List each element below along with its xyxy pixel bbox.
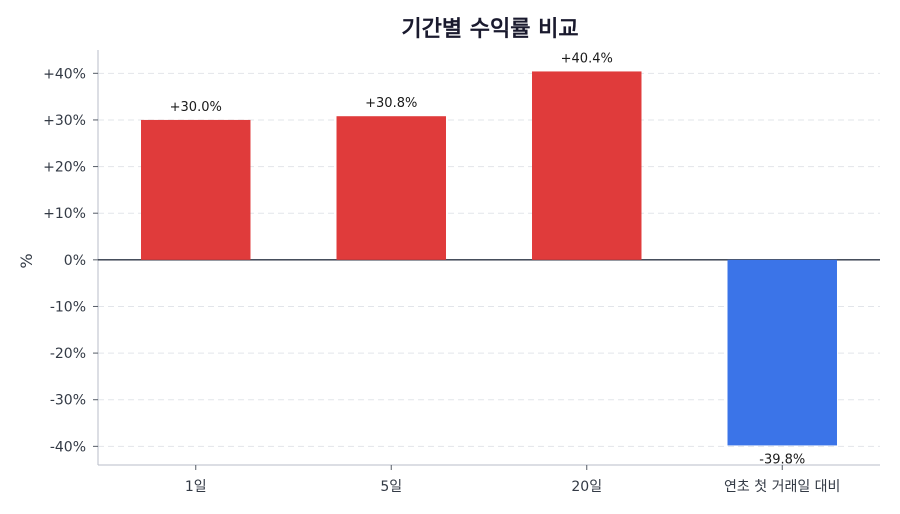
- y-tick-label: -20%: [50, 346, 86, 362]
- y-tick-label: +40%: [43, 66, 86, 82]
- tick-labels: +40% +30% +20% +10% 0% -10% -20% -30% -40% 1일 5일 20…: [43, 66, 840, 495]
- data-label: +40.4%: [561, 51, 613, 66]
- y-tick-label: -10%: [50, 299, 86, 315]
- x-tick-label: 5일: [380, 479, 402, 495]
- y-tick-label: 0%: [64, 253, 86, 269]
- y-tick-label: -30%: [50, 393, 86, 409]
- x-tick-label: 연초 첫 거래일 대비: [724, 479, 840, 495]
- bar: [141, 119, 251, 260]
- x-tick-label: 20일: [571, 479, 602, 495]
- data-label: +30.8%: [365, 96, 417, 111]
- y-tick-label: -40%: [50, 439, 86, 455]
- y-tick-label: +20%: [43, 160, 86, 176]
- data-label: +30.0%: [170, 100, 222, 115]
- bar: [532, 71, 642, 260]
- y-tick-label: +30%: [43, 113, 86, 129]
- data-label: -39.8%: [759, 452, 805, 467]
- y-axis-label: %: [17, 253, 36, 268]
- y-tick-label: +10%: [43, 206, 86, 222]
- bars: [141, 71, 837, 446]
- bar: [727, 259, 837, 446]
- bar: [336, 116, 446, 260]
- chart-title: 기간별 수익률 비교: [401, 17, 578, 42]
- data-labels: +30.0% +30.8% +40.4% -39.8%: [170, 51, 806, 467]
- x-tick-label: 1일: [185, 479, 207, 495]
